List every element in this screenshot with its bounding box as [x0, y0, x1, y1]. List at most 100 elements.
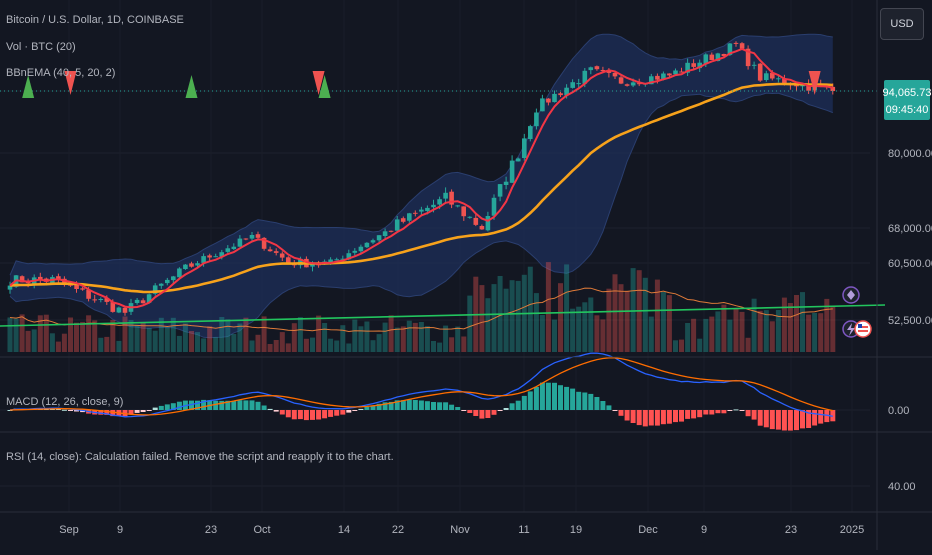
- candle-body: [231, 246, 237, 249]
- candle-body: [697, 62, 702, 69]
- volume-bar: [207, 326, 213, 352]
- candle-body: [225, 248, 231, 252]
- candle-body: [455, 205, 460, 207]
- volume-bar: [775, 310, 781, 352]
- candle-body: [594, 66, 600, 70]
- macd-histogram-bar: [739, 410, 745, 411]
- volume-bar: [715, 311, 721, 352]
- macd-histogram-bar: [666, 410, 672, 424]
- candle-body: [394, 219, 400, 231]
- flag-stripe: [858, 330, 868, 332]
- volume-bar: [787, 303, 793, 352]
- macd-histogram-bar: [685, 410, 691, 419]
- candle-body: [612, 72, 618, 77]
- countdown-timer: 09:45:40: [886, 104, 929, 116]
- volume-bar: [721, 304, 727, 352]
- volume-bar: [806, 314, 812, 352]
- signal-markers: [22, 71, 821, 98]
- volume-bar: [703, 318, 709, 352]
- candle-body: [388, 230, 394, 232]
- candle-body: [473, 217, 479, 225]
- macd-histogram-bar: [291, 410, 297, 420]
- macd-histogram-bar: [170, 403, 176, 410]
- volume-bar: [382, 322, 388, 352]
- macd-histogram-bar: [394, 400, 400, 410]
- candle-body: [98, 299, 104, 300]
- candle-body: [400, 218, 406, 222]
- macd-histogram-bar: [364, 407, 370, 410]
- macd-histogram-bar: [709, 410, 715, 415]
- volume-bar: [128, 320, 134, 352]
- volume-bar: [564, 264, 570, 352]
- candle-body: [588, 67, 594, 71]
- macd-tick-label: 0.00: [888, 405, 909, 417]
- candle-body: [413, 212, 418, 214]
- candle-body: [364, 242, 370, 248]
- buy-signal-marker: [22, 75, 35, 98]
- volume-bar: [485, 298, 491, 352]
- time-tick-label: Dec: [638, 524, 658, 536]
- candle-body: [449, 191, 454, 205]
- candle-body: [19, 276, 25, 283]
- macd-histogram-bar: [660, 410, 666, 425]
- candle-body: [443, 192, 448, 199]
- last-price-tag-bg: [884, 80, 930, 120]
- time-tick-label: 23: [205, 524, 217, 536]
- macd-histogram-bar: [322, 410, 328, 419]
- time-tick-label: 23: [785, 524, 797, 536]
- volume-legend[interactable]: Vol · BTC (20): [6, 41, 76, 53]
- time-tick-label: Nov: [450, 524, 470, 536]
- volume-bar: [769, 321, 775, 352]
- candle-body: [770, 72, 775, 79]
- candle-body: [279, 253, 285, 258]
- macd-histogram-bar: [800, 410, 805, 429]
- volume-bar: [273, 340, 279, 352]
- volume-bar: [739, 311, 745, 352]
- volume-bar: [745, 337, 751, 352]
- candle-body: [376, 235, 382, 241]
- candle-body: [116, 307, 122, 313]
- candle-body: [158, 283, 164, 286]
- macd-histogram-bar: [588, 393, 594, 410]
- currency-button[interactable]: USD: [880, 8, 924, 40]
- macd-histogram-bar: [781, 410, 787, 431]
- time-axis: Sep 9 23 Oct 14 22 Nov 11 19 Dec 9 23 2025: [59, 524, 864, 536]
- volume-bar: [237, 323, 243, 352]
- volume-bar: [400, 326, 406, 352]
- buy-signal-marker: [318, 75, 331, 98]
- macd-histogram-bar: [539, 382, 545, 410]
- macd-histogram-bar: [527, 391, 533, 410]
- macd-histogram-bar: [358, 408, 364, 410]
- volume-bar: [80, 321, 86, 352]
- time-tick-label: Sep: [59, 524, 79, 536]
- lightning-icon: [847, 323, 855, 336]
- ema-line: [9, 82, 833, 294]
- bbnema-legend[interactable]: BBnEMA (40, 5, 20, 2): [6, 67, 116, 79]
- buy-signal-marker: [185, 75, 198, 98]
- volume-bar: [509, 280, 515, 352]
- volume-bar: [249, 340, 255, 352]
- candle-body: [243, 238, 249, 240]
- macd-histogram-bar: [297, 410, 303, 420]
- candle-body: [267, 249, 273, 252]
- volume-bar: [781, 297, 787, 352]
- macd-legend[interactable]: MACD (12, 26, close, 9): [6, 396, 124, 408]
- volume-bar: [594, 315, 600, 352]
- macd-histogram-bar: [818, 410, 824, 424]
- volume-bar: [691, 318, 697, 352]
- volume-bar: [310, 337, 315, 352]
- macd-histogram-bar: [7, 410, 13, 411]
- candle-body: [152, 285, 158, 294]
- macd-histogram-bar: [533, 386, 539, 410]
- volume-bar: [201, 338, 207, 352]
- sell-signal-marker: [312, 71, 325, 95]
- volume-bar: [164, 327, 170, 352]
- macd-histogram-bar: [376, 403, 382, 410]
- candle-body: [382, 231, 388, 236]
- macd-histogram-bar: [237, 400, 243, 410]
- macd-histogram-bar: [412, 400, 418, 410]
- macd-pane: [7, 352, 836, 431]
- macd-histogram-bar: [255, 401, 261, 410]
- volume-bar: [709, 316, 715, 352]
